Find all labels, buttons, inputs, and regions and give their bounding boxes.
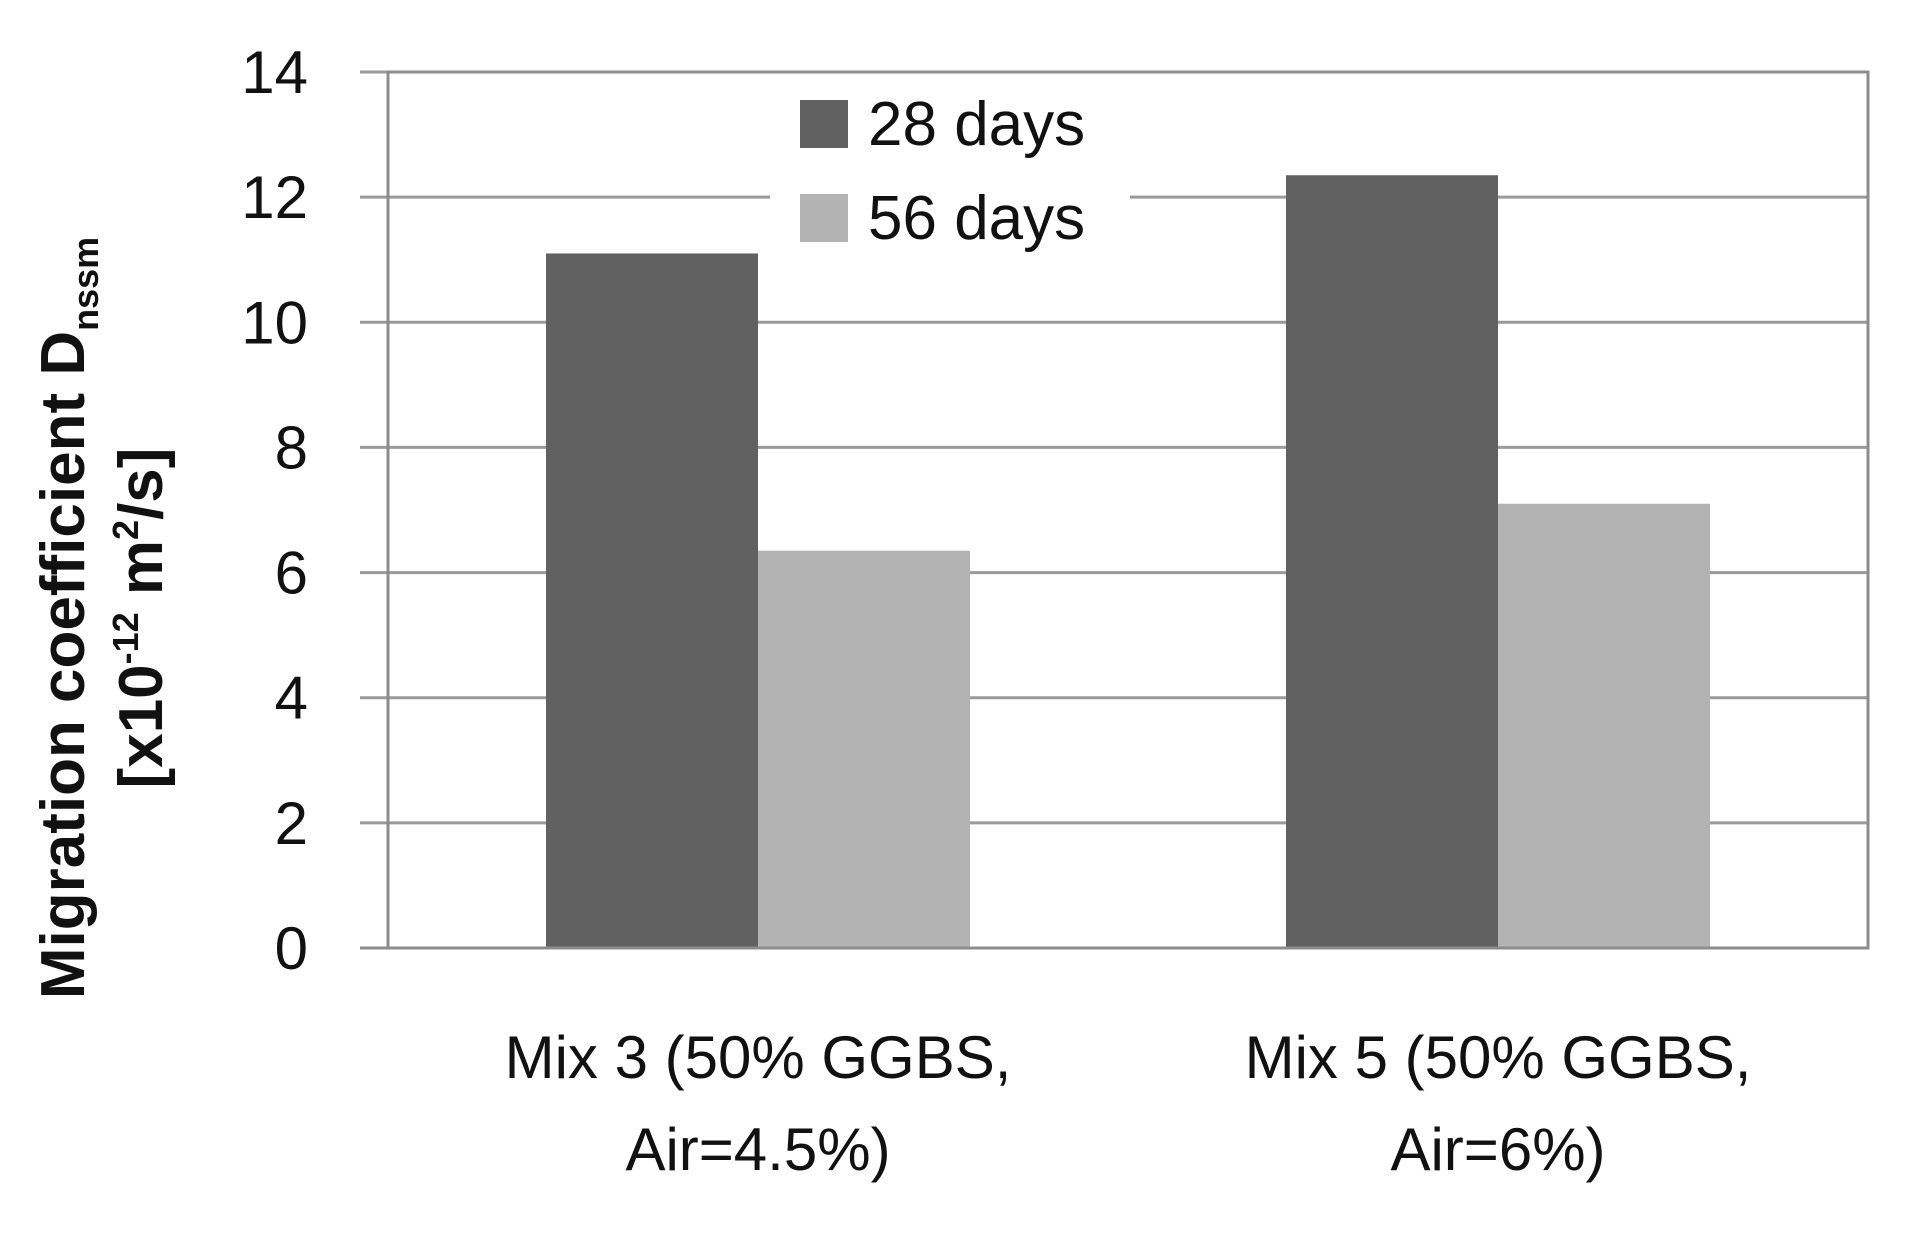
bar-28-days-2 bbox=[1286, 175, 1498, 948]
legend-label: 28 days bbox=[868, 90, 1085, 159]
y-axis-title-line1: Migration coefficient Dnssm bbox=[29, 237, 106, 999]
y-tick-labels: 0 2 4 6 8 10 12 14 bbox=[241, 39, 308, 982]
legend-swatch bbox=[800, 194, 848, 242]
y-tick-label: 10 bbox=[241, 289, 308, 356]
legend-swatch bbox=[800, 100, 848, 148]
bar-28-days-1 bbox=[546, 253, 758, 948]
y-tick-label: 14 bbox=[241, 39, 308, 106]
y-axis-title: Migration coefficient Dnssm [x10-12 m2/s… bbox=[29, 237, 176, 999]
y-tick-label: 12 bbox=[241, 164, 308, 231]
y-tick-label: 2 bbox=[275, 790, 308, 857]
y-tick-label: 0 bbox=[275, 915, 308, 982]
legend-label: 56 days bbox=[868, 184, 1085, 253]
y-axis-title-line2: [x10-12 m2/s] bbox=[105, 448, 176, 789]
category-label: Mix 5 (50% GGBS, Air=6%) bbox=[1245, 1024, 1752, 1183]
category-labels: Mix 3 (50% GGBS, Air=4.5%) Mix 5 (50% GGBS… bbox=[505, 1024, 1752, 1183]
legend: 28 days 56 days bbox=[770, 82, 1130, 272]
bar-56-days-2 bbox=[1498, 503, 1710, 948]
bar-56-days-1 bbox=[758, 550, 970, 948]
bars bbox=[546, 175, 1710, 948]
category-label: Mix 3 (50% GGBS, Air=4.5%) bbox=[505, 1024, 1012, 1183]
y-tick-label: 6 bbox=[275, 540, 308, 607]
y-tick-label: 4 bbox=[275, 665, 308, 732]
y-tick-label: 8 bbox=[275, 414, 308, 481]
